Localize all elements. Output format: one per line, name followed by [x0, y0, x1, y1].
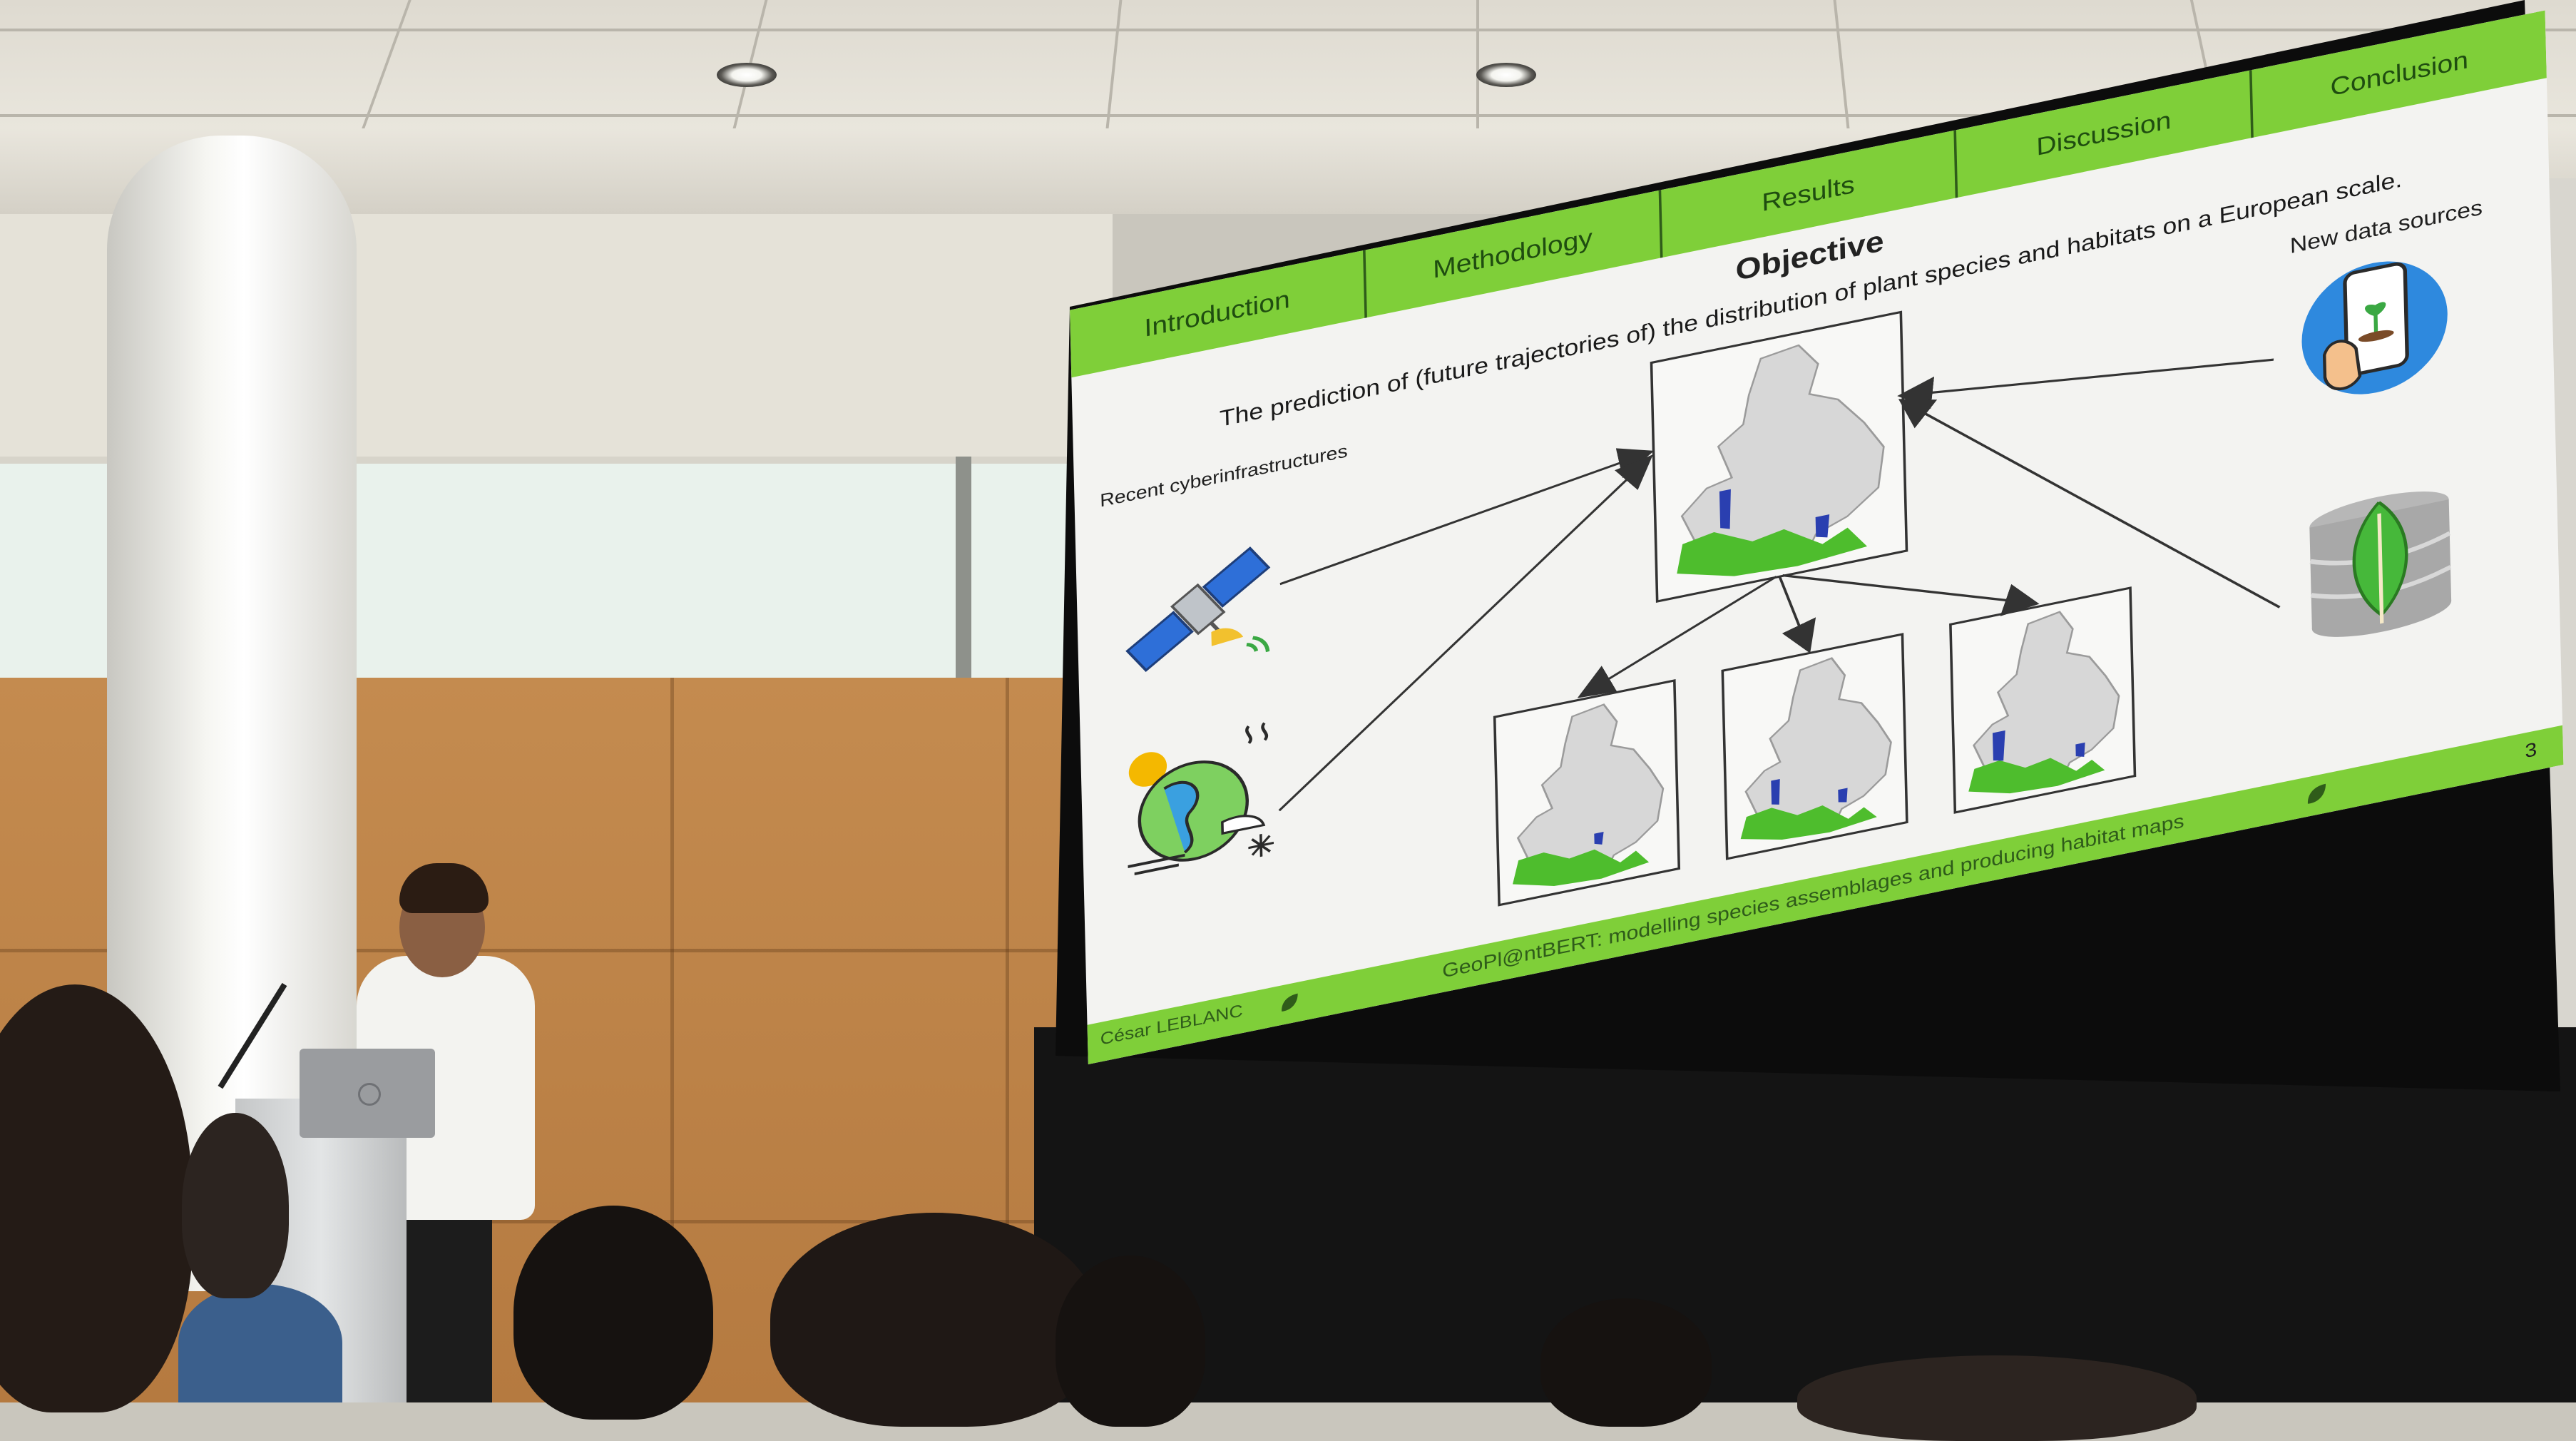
ceiling-light-left [717, 63, 777, 87]
ceiling-light-right [1476, 63, 1536, 87]
audience-head [182, 1113, 289, 1298]
audience-head [0, 984, 193, 1412]
slide-footer: César LEBLANC GeoPl@ntBERT: modelling sp… [1087, 725, 2564, 1064]
laptop [300, 1049, 435, 1138]
laptop-logo [358, 1083, 381, 1106]
satellite-icon [1125, 546, 1271, 672]
europe-map-icon [1513, 703, 1665, 886]
europe-map-small-2 [1721, 633, 1908, 860]
europe-map-icon [1740, 657, 1892, 840]
audience-shoulder [178, 1284, 342, 1402]
page-number: 3 [2525, 738, 2537, 763]
audience-head [513, 1206, 713, 1420]
database-leaf-icon [2309, 492, 2452, 637]
audience-head [770, 1213, 1098, 1427]
europe-map-icon [1677, 344, 1885, 576]
europe-map-main [1650, 310, 1908, 603]
presenter-hair [399, 863, 489, 913]
leaf-icon [2307, 783, 2326, 804]
audience-head [1056, 1256, 1205, 1427]
europe-map-small-3 [1949, 586, 2137, 814]
leaf-icon [1282, 993, 1298, 1012]
audience-head [1797, 1355, 2197, 1441]
smartphone-plant-icon [2301, 261, 2448, 394]
presentation-slide: Introduction Methodology Results Discuss… [1070, 10, 2564, 1064]
window-mullion [956, 457, 971, 685]
projector-stand-drape [1034, 1027, 2576, 1402]
europe-map-small-1 [1493, 678, 1681, 907]
audience-head [1540, 1298, 1712, 1427]
europe-map-icon [1968, 611, 2120, 794]
climate-globe-icon [1128, 722, 1274, 876]
flow-arrows [1278, 358, 2281, 812]
